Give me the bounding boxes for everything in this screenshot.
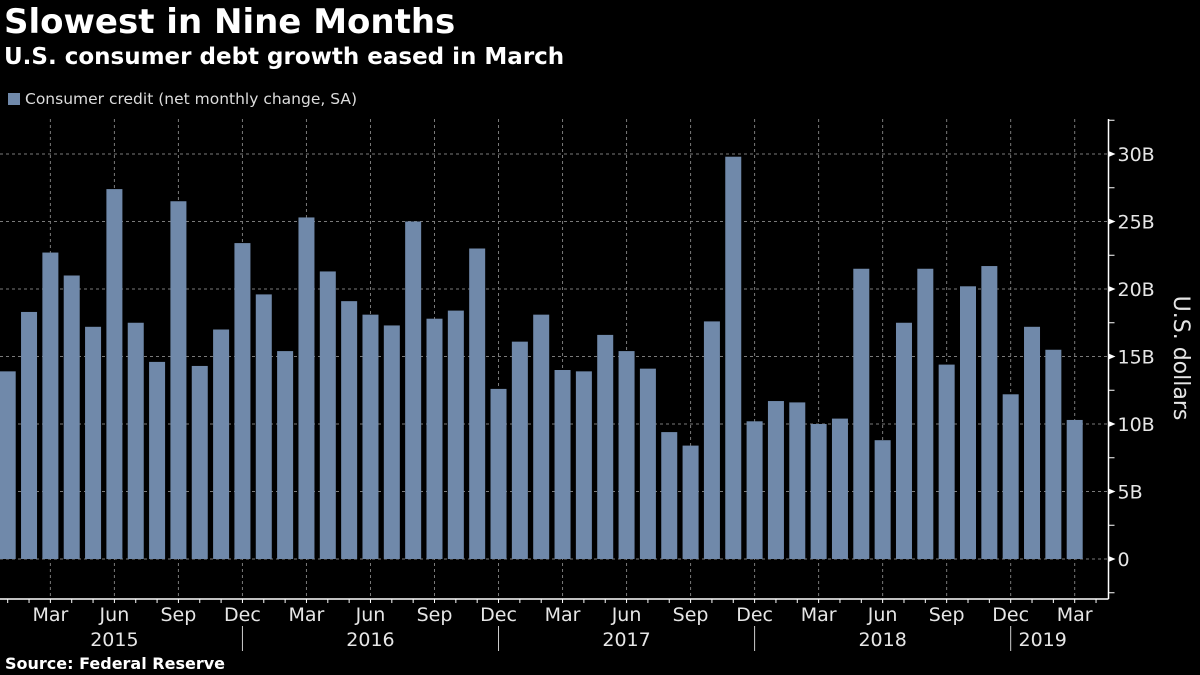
bar (533, 314, 550, 559)
bar (405, 221, 422, 559)
year-label: 2015 (90, 629, 138, 651)
bar (960, 286, 976, 559)
bar (661, 432, 678, 559)
bar (554, 370, 571, 559)
chart-title: Slowest in Nine Months (4, 2, 456, 42)
y-tick-marker (1108, 556, 1116, 562)
legend: Consumer credit (net monthly change, SA) (8, 90, 357, 108)
bar (191, 365, 208, 559)
bar (170, 201, 187, 559)
y-tick-marker (1108, 218, 1116, 225)
bar (853, 268, 870, 559)
bar (575, 371, 592, 559)
x-tick-label: Sep (929, 604, 965, 626)
x-tick-label: Mar (545, 604, 581, 626)
x-tick-label: Dec (736, 604, 773, 626)
y-axis-title: U.S. dollars (1168, 296, 1193, 421)
bar (63, 275, 80, 559)
bar (1045, 349, 1062, 559)
x-tick-label: Jun (355, 604, 386, 626)
y-tick-marker (1108, 421, 1116, 427)
x-tick-label: Mar (32, 604, 68, 626)
bar (767, 401, 784, 559)
bar (127, 322, 144, 559)
bar (0, 371, 16, 559)
x-tick-label: Sep (161, 604, 197, 626)
y-tick-label: 10B (1118, 414, 1155, 436)
bar (21, 311, 38, 559)
bar (831, 418, 848, 559)
bar (341, 301, 358, 559)
y-tick-label: 30B (1118, 144, 1155, 166)
x-tick-label: Dec (480, 604, 517, 626)
bar (234, 243, 251, 559)
x-tick-label: Mar (1057, 604, 1093, 626)
bar (1024, 326, 1041, 559)
bar (682, 445, 699, 559)
x-tick-label: Jun (611, 604, 642, 626)
bar (938, 364, 955, 559)
bar (618, 351, 635, 559)
y-tick-label: 0 (1118, 549, 1130, 571)
x-tick-label: Jun (867, 604, 898, 626)
source-note: Source: Federal Reserve (5, 654, 225, 673)
bar (426, 318, 443, 559)
bar (703, 321, 720, 559)
bar (725, 156, 742, 559)
bar (106, 189, 123, 559)
x-tick-label: Dec (224, 604, 261, 626)
bar (149, 361, 166, 559)
bar (469, 248, 486, 559)
y-tick-marker (1108, 353, 1116, 360)
bar (746, 421, 763, 559)
year-label: 2017 (602, 629, 650, 651)
bar (789, 402, 806, 559)
bar (981, 266, 998, 559)
bar (597, 334, 614, 559)
bar (447, 310, 464, 559)
year-label: 2016 (346, 629, 394, 651)
bar (319, 271, 336, 559)
x-tick-label: Dec (992, 604, 1029, 626)
x-tick-label: Sep (417, 604, 453, 626)
y-tick-marker (1108, 488, 1116, 495)
x-tick-label: Mar (289, 604, 325, 626)
x-tick-label: Jun (99, 604, 130, 626)
y-tick-marker (1108, 286, 1116, 292)
y-tick-label: 20B (1118, 279, 1155, 301)
x-tick-label: Mar (801, 604, 837, 626)
bar (255, 294, 272, 559)
legend-label: Consumer credit (net monthly change, SA) (25, 90, 358, 108)
bar (1066, 419, 1083, 559)
bar (85, 326, 102, 559)
legend-swatch (8, 93, 20, 105)
bar (511, 341, 528, 559)
axes: Mar Jun Sep Dec Mar Jun Sep Dec Mar Jun Sep Dec Mar J… (0, 119, 1155, 651)
y-tick-label: 25B (1118, 212, 1155, 234)
y-tick-label: 5B (1118, 482, 1143, 504)
bar (277, 351, 294, 559)
year-label: 2018 (858, 629, 906, 651)
bar (298, 217, 315, 559)
bar (213, 329, 230, 559)
y-tick-marker (1108, 151, 1116, 157)
bar (490, 388, 507, 559)
chart-subtitle: U.S. consumer debt growth eased in March (4, 44, 565, 70)
bar (383, 325, 400, 559)
bar (874, 440, 891, 559)
y-tick-label: 15B (1118, 347, 1155, 369)
year-label: 2019 (1019, 629, 1067, 651)
bar (895, 322, 912, 559)
bars (0, 156, 1083, 560)
bar (362, 314, 379, 559)
x-tick-label: Sep (673, 604, 709, 626)
bar (1002, 394, 1019, 559)
bar (42, 252, 59, 560)
bar (917, 268, 934, 559)
bar (810, 424, 827, 559)
bar (639, 368, 656, 559)
